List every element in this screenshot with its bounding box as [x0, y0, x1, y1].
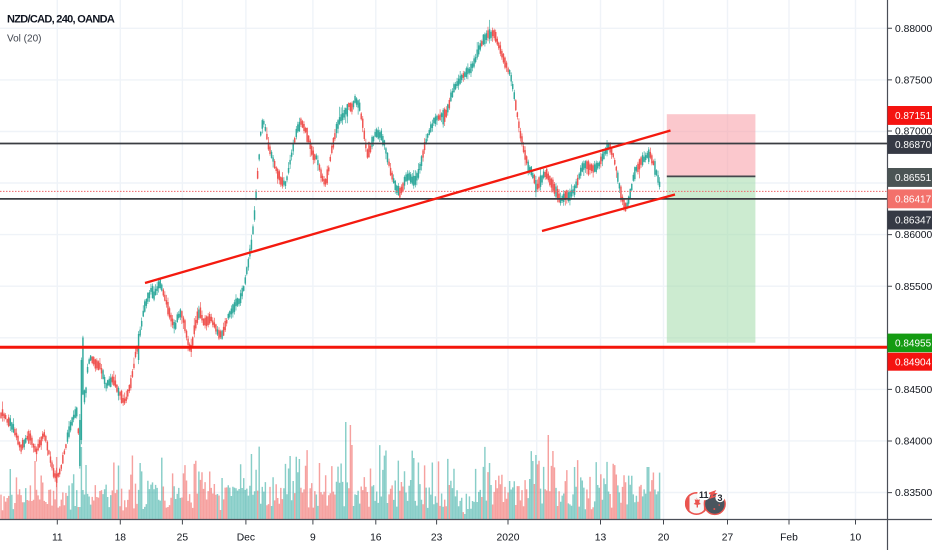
svg-text:11: 11 [52, 533, 63, 544]
svg-text:NZD/CAD, 240, OANDA: NZD/CAD, 240, OANDA [7, 14, 115, 26]
svg-text:2020: 2020 [497, 533, 520, 544]
svg-text:10: 10 [850, 533, 862, 544]
svg-text:0.86347: 0.86347 [895, 216, 932, 227]
svg-text:0.86417: 0.86417 [895, 194, 932, 205]
svg-text:11: 11 [699, 490, 709, 500]
svg-text:0.87151: 0.87151 [895, 111, 932, 122]
svg-text:0.84000: 0.84000 [895, 437, 932, 448]
svg-text:0.88000: 0.88000 [895, 24, 932, 35]
svg-text:0.85500: 0.85500 [895, 282, 932, 293]
svg-text:0.86551: 0.86551 [895, 173, 932, 184]
svg-text:0.87500: 0.87500 [895, 76, 932, 87]
svg-text:0.86870: 0.86870 [895, 140, 932, 151]
svg-text:23: 23 [431, 533, 443, 544]
svg-text:0.84500: 0.84500 [895, 385, 932, 396]
svg-text:16: 16 [370, 533, 382, 544]
svg-text:Feb: Feb [780, 533, 798, 544]
svg-text:9: 9 [310, 533, 316, 544]
svg-text:3: 3 [717, 493, 722, 503]
svg-text:13: 13 [595, 533, 607, 544]
svg-text:25: 25 [177, 533, 189, 544]
svg-text:Vol (20): Vol (20) [7, 34, 41, 45]
svg-text:0.84955: 0.84955 [895, 339, 932, 350]
svg-text:18: 18 [115, 533, 127, 544]
svg-text:Dec: Dec [237, 533, 255, 544]
svg-text:0.84904: 0.84904 [895, 357, 932, 368]
svg-text:20: 20 [658, 533, 670, 544]
svg-text:0.86000: 0.86000 [895, 230, 932, 241]
svg-text:27: 27 [722, 533, 734, 544]
svg-text:0.83500: 0.83500 [895, 488, 932, 499]
